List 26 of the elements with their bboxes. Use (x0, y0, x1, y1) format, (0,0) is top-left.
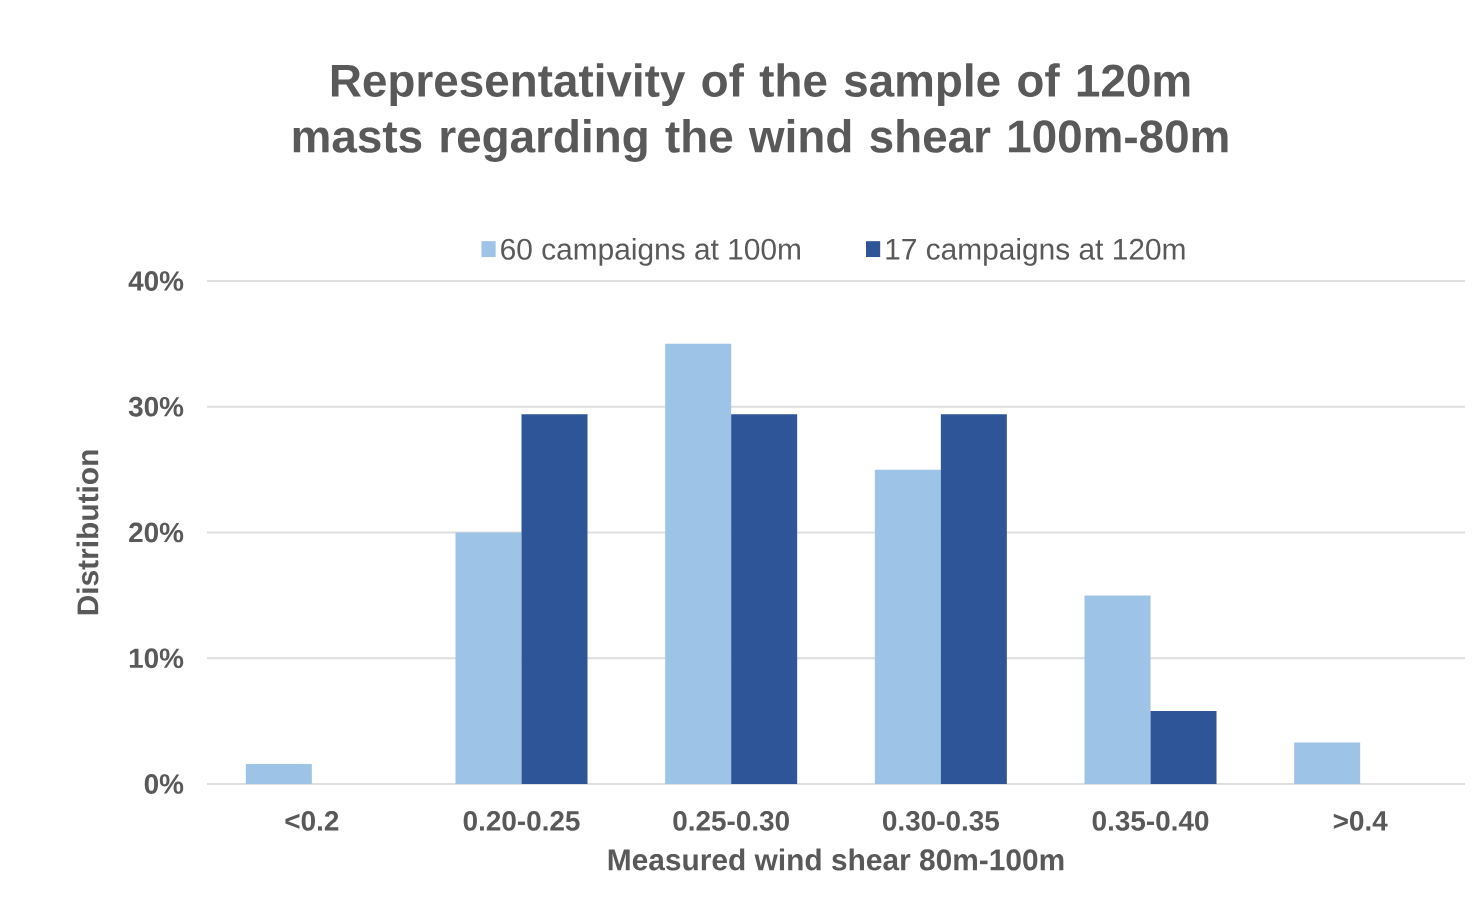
bar (665, 343, 732, 784)
x-tick-label: 0.35-0.40 (1092, 811, 1209, 831)
x-tick-label: 0.25-0.30 (673, 811, 789, 831)
y-tick-label: 20% (129, 522, 184, 543)
y-tick-label: 10% (129, 648, 184, 669)
x-tick-label: >0.4 (1333, 811, 1388, 831)
legend-label: 17 campaigns at 120m (886, 237, 1185, 266)
y-tick-label: 40% (128, 271, 184, 291)
bar (874, 469, 941, 784)
bar (521, 414, 588, 784)
chart-title: Representativity of the sample of 120m masts regarding the wind shear 100m-80m (293, 63, 1228, 163)
bar (1084, 595, 1151, 784)
bar (940, 414, 1007, 784)
legend-label: 60 campaigns at 100m (501, 237, 800, 266)
bar (731, 414, 798, 784)
y-tick-label: 30% (128, 396, 184, 417)
x-tick-label: 0.20-0.25 (463, 811, 580, 831)
bar (455, 532, 522, 784)
bar (1294, 742, 1361, 784)
y-tick-label: 0% (144, 774, 184, 794)
y-axis-title: Distribution (76, 450, 99, 615)
x-tick-label: <0.2 (285, 811, 339, 831)
bar (245, 763, 312, 784)
x-tick-label: 0.30-0.35 (883, 811, 999, 831)
x-axis-title: Measured wind shear 80m-100m (608, 848, 1064, 871)
bar (1150, 711, 1217, 784)
